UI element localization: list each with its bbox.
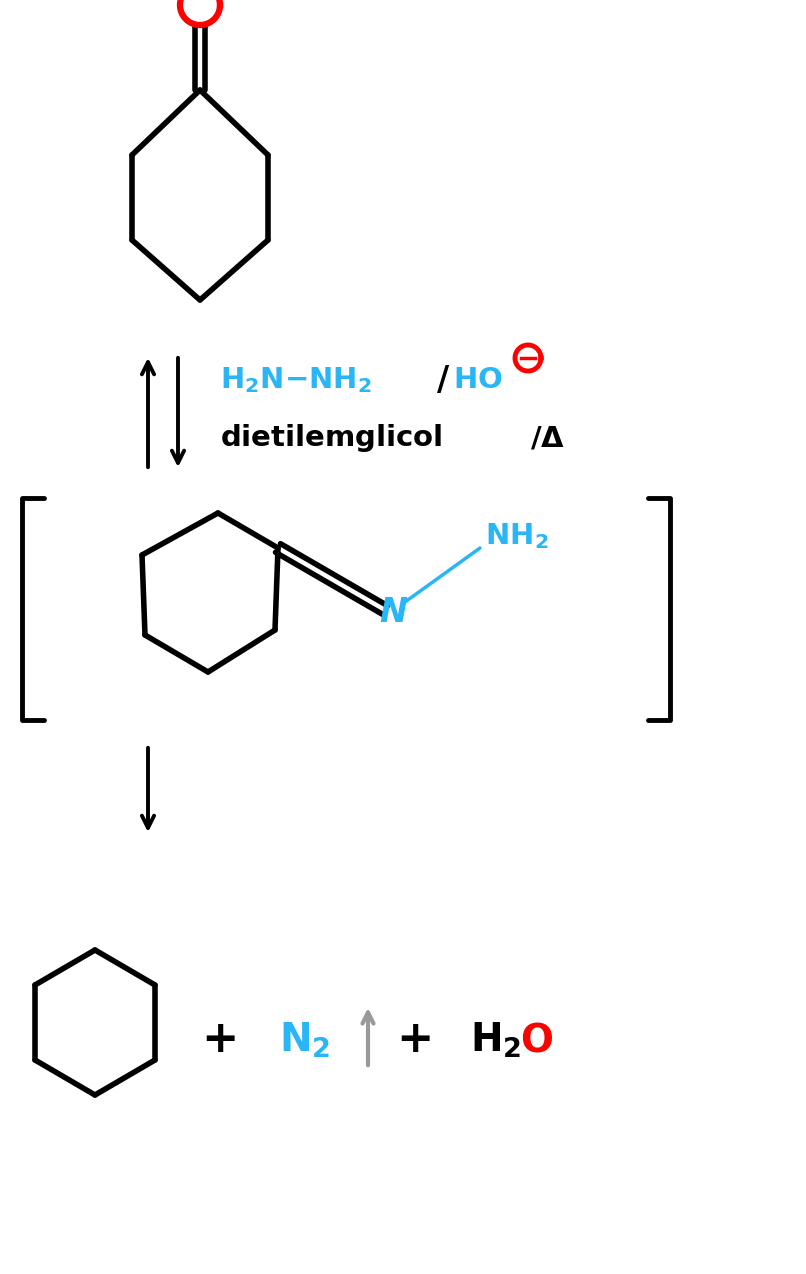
Text: $\mathbf{HO}$: $\mathbf{HO}$ [453, 366, 503, 394]
Text: /: / [437, 363, 449, 396]
Text: $\mathbf{N_2}$: $\mathbf{N_2}$ [280, 1020, 330, 1060]
Text: $\mathbf{H_2N{-}NH_2}$: $\mathbf{H_2N{-}NH_2}$ [220, 366, 372, 395]
Text: $\mathbf{NH_2}$: $\mathbf{NH_2}$ [485, 521, 548, 550]
Text: $\mathbf{H_2}$: $\mathbf{H_2}$ [470, 1020, 521, 1060]
Text: N: N [379, 595, 407, 628]
Text: $\mathbf{O}$: $\mathbf{O}$ [520, 1020, 553, 1059]
Text: $\mathbf{dietilemglicol}$: $\mathbf{dietilemglicol}$ [220, 422, 442, 454]
Text: $\mathbf{/\Delta}$: $\mathbf{/\Delta}$ [530, 424, 565, 452]
Text: +: + [397, 1018, 434, 1061]
Text: +: + [202, 1018, 239, 1061]
